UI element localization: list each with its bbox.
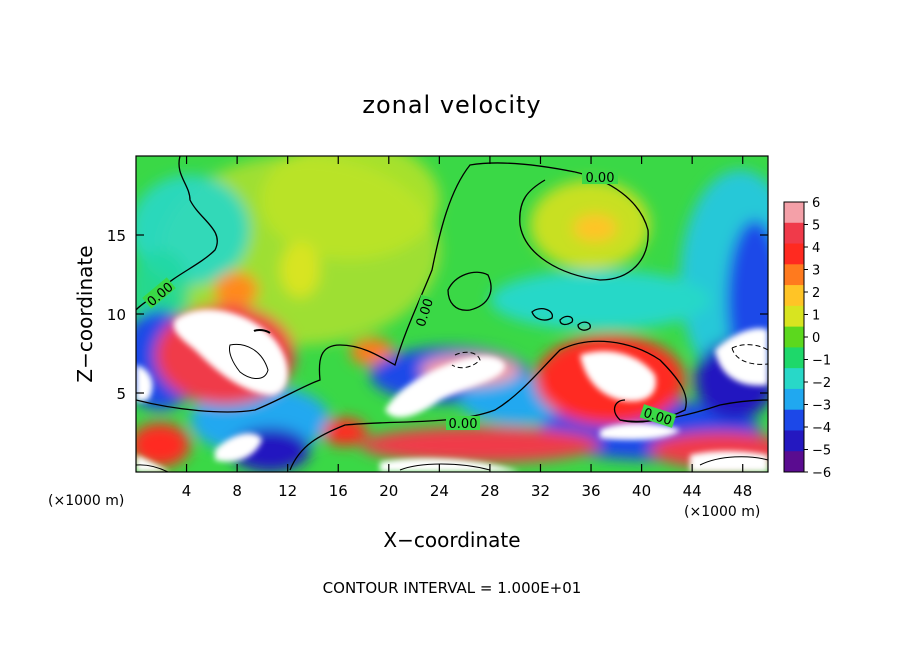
x-tick-label: 16 <box>329 482 348 500</box>
x-tick-label: 36 <box>581 482 600 500</box>
x-tick-label: 12 <box>278 482 297 500</box>
x-tick-label: 20 <box>379 482 398 500</box>
plot-area: 0.00 0.00 0.00 0.00 0.00 <box>136 156 768 472</box>
x-tick-label: 48 <box>733 482 752 500</box>
colorbar-tick-label: −1 <box>812 354 831 369</box>
colorbar-tick-label: 3 <box>812 264 820 279</box>
colorbar-swatch <box>784 409 804 431</box>
colorbar-swatch <box>784 326 804 348</box>
y-tick-label: 10 <box>107 306 126 324</box>
contour-label: 0.00 <box>586 171 615 186</box>
colorbar-swatch <box>784 222 804 245</box>
colorbar-tick-label: −4 <box>812 421 831 436</box>
colorbar-swatch <box>784 202 804 224</box>
colorbar-swatch <box>784 368 804 390</box>
colorbar-tick-label: 4 <box>812 241 820 256</box>
y-tick-label: 5 <box>116 385 126 403</box>
x-tick-label: 8 <box>232 482 242 500</box>
colorbar-tick-label: −3 <box>812 399 831 414</box>
x-tick-label: 4 <box>182 482 192 500</box>
contour-lines-thin <box>136 343 768 472</box>
x-tick-label: 44 <box>683 482 702 500</box>
colorbar-swatch <box>784 451 804 473</box>
colorbar-swatch <box>784 285 804 307</box>
colorbar-tick-label: 5 <box>812 219 820 234</box>
colorbar-tick-label: 6 <box>812 196 820 211</box>
colorbar-tick-label: −5 <box>812 444 831 459</box>
colorbar-tick-label: −6 <box>812 466 831 481</box>
x-axis-unit-right: (×1000 m) <box>684 504 760 520</box>
colorbar-tick-label: −2 <box>812 376 831 391</box>
y-axis-label: Z−coordinate <box>73 245 97 382</box>
colorbar-swatch <box>784 347 804 369</box>
x-tick-label: 24 <box>430 482 449 500</box>
x-tick-label: 32 <box>531 482 550 500</box>
contour-label: 0.00 <box>449 417 478 432</box>
y-axis: 5 10 15 <box>107 227 768 403</box>
colorbar-tick-label: 1 <box>812 309 820 324</box>
colorbar-tick-label: 0 <box>812 331 820 346</box>
colorbar-tick-label: 2 <box>812 286 820 301</box>
contour-interval-note: CONTOUR INTERVAL = 1.000E+01 <box>323 579 582 597</box>
saturated-regions <box>136 309 768 472</box>
colorbar-swatch <box>784 243 804 265</box>
x-axis-unit-left: (×1000 m) <box>48 493 124 509</box>
y-tick-label: 15 <box>107 227 126 245</box>
colorbar-swatch <box>784 305 804 328</box>
colorbar-swatch <box>784 430 804 452</box>
contour-label-halos <box>142 170 677 430</box>
x-axis-label: X−coordinate <box>383 528 520 552</box>
x-tick-label: 40 <box>632 482 651 500</box>
x-axis: 4 8 12 16 20 24 28 32 36 40 44 48 <box>182 156 752 500</box>
field-shading <box>136 156 768 472</box>
colorbar: 6 5 4 3 2 1 0 −1 −2 −3 −4 −5 −6 <box>783 196 831 481</box>
x-tick-label: 28 <box>480 482 499 500</box>
colorbar-swatch <box>784 388 804 411</box>
chart-title: zonal velocity <box>362 91 541 119</box>
colorbar-swatch <box>784 264 804 286</box>
